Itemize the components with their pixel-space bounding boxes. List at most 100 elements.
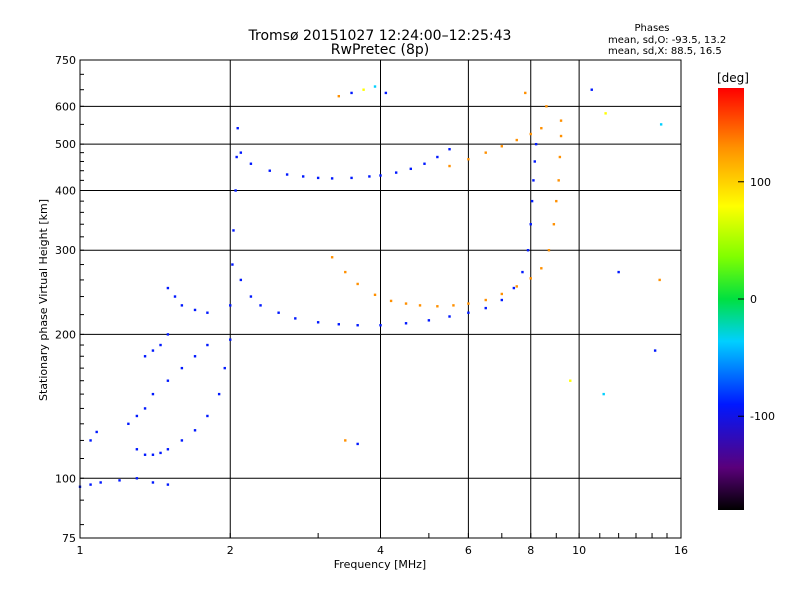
data-point (545, 105, 548, 108)
data-point (301, 175, 305, 178)
data-point (166, 448, 170, 451)
data-point (384, 91, 388, 95)
data-point (409, 167, 412, 171)
x-tick-label: 1 (77, 544, 84, 557)
data-point (268, 169, 271, 172)
data-point (356, 324, 359, 327)
data-point (529, 277, 532, 280)
data-point (427, 319, 431, 322)
data-point (379, 174, 382, 177)
data-point (337, 94, 341, 98)
data-point (159, 451, 162, 455)
stats-x-line: mean, sd,X: 88.5, 16.5 (608, 46, 722, 57)
data-point (236, 126, 239, 130)
data-point (534, 142, 538, 146)
data-point (559, 119, 563, 122)
data-point (316, 321, 320, 324)
data-point (389, 299, 393, 303)
data-point (515, 138, 518, 142)
data-point (99, 481, 102, 484)
data-point (373, 293, 377, 297)
data-point (540, 126, 543, 130)
data-point (193, 355, 197, 358)
x-tick-label: 8 (527, 544, 534, 557)
data-point (617, 270, 620, 274)
data-point (159, 343, 162, 347)
data-point (448, 148, 451, 151)
x-tick-label: 10 (572, 544, 586, 557)
stats-o-line: mean, sd,O: -93.5, 13.2 (608, 35, 726, 46)
data-point (330, 256, 334, 259)
stats-header: Phases (634, 23, 669, 34)
data-point (193, 429, 197, 432)
data-point (418, 304, 422, 307)
data-point (448, 164, 451, 168)
data-point (452, 304, 455, 307)
data-point (180, 439, 184, 442)
data-point (373, 85, 377, 88)
data-point (151, 392, 155, 396)
data-point (231, 263, 234, 266)
data-point (135, 477, 139, 480)
data-point (532, 179, 535, 182)
data-point (394, 171, 398, 174)
data-point (552, 223, 556, 226)
data-point (166, 483, 170, 486)
y-tick-label: 750 (55, 54, 76, 67)
data-point (180, 304, 184, 307)
plot-grid (80, 60, 681, 538)
data-point (180, 366, 184, 370)
data-point (135, 414, 139, 418)
data-point (558, 155, 562, 159)
y-tick-label: 200 (55, 328, 76, 341)
y-tick-label: 500 (55, 138, 76, 151)
data-point (285, 173, 289, 176)
x-tick-label: 16 (674, 544, 688, 557)
data-point (658, 278, 661, 282)
data-point (555, 199, 558, 203)
data-point (404, 302, 408, 305)
data-point (337, 323, 341, 326)
data-point (229, 338, 232, 341)
data-point (151, 481, 155, 484)
data-point (166, 286, 170, 290)
colorbar-tick-label: 0 (750, 293, 757, 306)
data-point (151, 349, 155, 352)
data-point (89, 439, 92, 442)
data-point (653, 349, 657, 352)
data-point (234, 189, 237, 192)
data-point (540, 267, 543, 270)
data-point (356, 442, 359, 446)
data-point (521, 270, 524, 274)
data-point (143, 355, 147, 358)
data-point (206, 311, 209, 314)
y-tick-label: 600 (55, 100, 76, 113)
data-point (533, 160, 536, 163)
chart-title: Tromsø 20151027 12:24:00–12:25:43 (248, 28, 512, 44)
y-tick-label: 300 (55, 244, 76, 257)
data-point (193, 308, 197, 312)
data-point (232, 229, 235, 232)
data-point (89, 483, 92, 486)
colorbar-tick-label: -100 (750, 410, 775, 423)
data-point (500, 298, 504, 302)
data-point (356, 282, 359, 286)
data-point (530, 199, 534, 203)
data-point (95, 430, 98, 434)
data-point (239, 278, 243, 282)
colorbar-tick-label: 100 (750, 176, 771, 189)
colorbar-ticks: 100 0 -100 (738, 176, 775, 423)
data-point (404, 322, 408, 325)
data-point (277, 311, 280, 314)
data-point (217, 392, 221, 396)
data-point (529, 132, 532, 136)
data-point (524, 91, 527, 95)
data-point (436, 305, 439, 308)
data-point (127, 422, 130, 426)
data-point (173, 295, 177, 298)
plot-points (78, 85, 663, 488)
data-point (557, 179, 560, 182)
y-axis-ticks: 75 100 200 300 400 500 600 750 (55, 54, 84, 545)
data-point (569, 379, 572, 382)
